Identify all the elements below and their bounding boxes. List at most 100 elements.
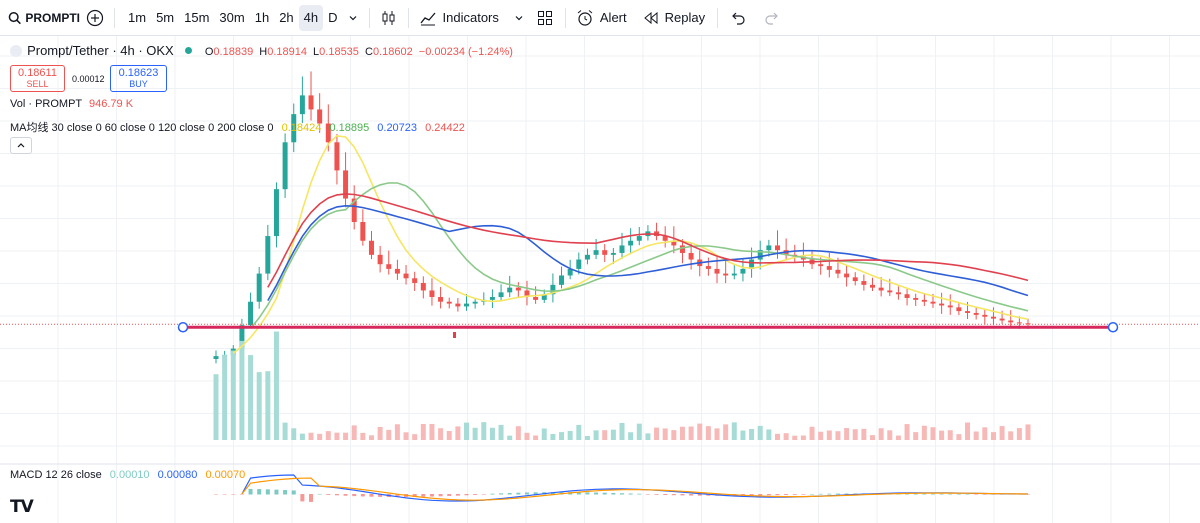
indicators-icon bbox=[420, 12, 436, 25]
volume-bar bbox=[230, 350, 236, 440]
tf-1m[interactable]: 1m bbox=[128, 10, 147, 25]
candle-body bbox=[515, 287, 521, 291]
sell-button[interactable]: 0.18611 SELL bbox=[10, 65, 65, 92]
chevron-down-icon[interactable] bbox=[347, 12, 359, 24]
tf-1h[interactable]: 1h bbox=[254, 10, 270, 25]
tf-5m[interactable]: 5m bbox=[156, 10, 175, 25]
volume-bar bbox=[723, 424, 729, 440]
replay-button[interactable]: Replay bbox=[643, 4, 705, 32]
candle-body bbox=[464, 303, 470, 307]
candle-body bbox=[826, 266, 832, 270]
undo-button[interactable] bbox=[730, 4, 746, 32]
ohlc-l-label: L bbox=[313, 46, 320, 58]
marker bbox=[453, 332, 456, 338]
search-icon bbox=[8, 11, 21, 24]
volume-bar bbox=[248, 355, 254, 440]
volume-bar bbox=[1016, 428, 1022, 440]
candle-body bbox=[887, 290, 893, 293]
candle-body bbox=[671, 240, 677, 246]
candle-body bbox=[835, 269, 841, 274]
macd-hist-bar bbox=[965, 493, 970, 495]
macd-hist-bar bbox=[922, 493, 927, 495]
price-chart[interactable] bbox=[0, 36, 1200, 523]
ma120-value: 0.20723 bbox=[377, 122, 418, 134]
macd-hist-bar bbox=[948, 493, 953, 495]
tradingview-logo[interactable]: TV bbox=[10, 497, 34, 517]
volume-bar bbox=[835, 431, 841, 440]
chart-area[interactable]: Prompt/Tether · 4h · OKX O0.18839 H0.189… bbox=[0, 36, 1200, 523]
candle-body bbox=[567, 268, 573, 276]
chevron-down-icon[interactable] bbox=[513, 12, 525, 24]
volume-bar bbox=[947, 430, 953, 440]
candle-body bbox=[248, 301, 254, 326]
tf-30m[interactable]: 30m bbox=[219, 10, 245, 25]
macd-hist-bar bbox=[231, 494, 236, 495]
volume-bar bbox=[1025, 424, 1031, 440]
redo-button[interactable] bbox=[764, 4, 780, 32]
candle-body bbox=[895, 292, 901, 295]
candle-body bbox=[472, 301, 478, 304]
candle-body bbox=[1025, 323, 1031, 325]
volume-bar bbox=[325, 431, 331, 440]
chevron-up-icon bbox=[17, 143, 25, 148]
macd-hist-bar bbox=[334, 494, 339, 496]
volume-bar bbox=[256, 372, 262, 440]
macd-hist-bar bbox=[378, 494, 383, 497]
macd-hist-bar bbox=[818, 493, 823, 495]
candle-body bbox=[489, 297, 495, 300]
macd-hist-bar bbox=[309, 494, 314, 502]
ma60-value: 0.18895 bbox=[329, 122, 370, 134]
volume-bar bbox=[774, 433, 780, 440]
macd-hist-bar bbox=[628, 493, 633, 495]
volume-bar bbox=[489, 427, 495, 440]
macd-hist-bar bbox=[473, 494, 478, 495]
timeframes: 1m 5m 15m 30m 1h 2h 4h D bbox=[123, 4, 359, 32]
symbol-title[interactable]: Prompt/Tether · 4h · OKX bbox=[27, 43, 174, 58]
tf-d[interactable]: D bbox=[328, 10, 338, 25]
volume-bar bbox=[299, 433, 305, 440]
macd-hist-bar bbox=[447, 494, 452, 496]
candle-body bbox=[360, 222, 366, 241]
volume-bar bbox=[887, 430, 893, 440]
candle-body bbox=[913, 297, 919, 300]
macd-signal-line bbox=[241, 477, 1029, 501]
chart-type-button[interactable] bbox=[380, 4, 398, 32]
redo-icon bbox=[765, 12, 778, 25]
symbol-search[interactable]: PROMPTI bbox=[0, 4, 80, 32]
ma30-value: 0.18424 bbox=[281, 122, 322, 134]
macd-hist-bar bbox=[274, 489, 279, 495]
candle-body bbox=[749, 259, 755, 269]
macd-hist-bar bbox=[930, 493, 935, 495]
volume-bar bbox=[498, 424, 504, 440]
candle-body bbox=[619, 245, 625, 253]
macd-hist-bar bbox=[464, 494, 469, 496]
tf-2h[interactable]: 2h bbox=[279, 10, 294, 25]
tf-15m[interactable]: 15m bbox=[184, 10, 210, 25]
macd-hist-bar bbox=[939, 493, 944, 495]
volume-bar bbox=[783, 433, 789, 440]
volume-bar bbox=[559, 432, 565, 440]
divider bbox=[717, 7, 719, 28]
buy-button[interactable]: 0.18623 BUY bbox=[110, 65, 167, 92]
tf-4h[interactable]: 4h bbox=[298, 4, 324, 31]
macd-hist-bar bbox=[550, 492, 555, 495]
alarm-clock-icon bbox=[577, 9, 593, 26]
ohlc-h-label: H bbox=[259, 46, 268, 58]
volume-bar bbox=[766, 429, 772, 440]
macd-hist-bar bbox=[749, 494, 754, 496]
candle-body bbox=[265, 236, 271, 274]
alert-button[interactable]: Alert bbox=[576, 4, 627, 32]
volume-bar bbox=[403, 432, 409, 440]
volume-bar bbox=[930, 427, 936, 440]
indicators-button[interactable]: Indicators bbox=[419, 4, 525, 32]
macd-hist-bar bbox=[455, 494, 460, 496]
sell-label: SELL bbox=[26, 79, 49, 89]
collapse-legend-button[interactable] bbox=[10, 137, 32, 154]
templates-button[interactable] bbox=[537, 4, 553, 32]
volume-bar bbox=[550, 433, 556, 440]
macd-hist-bar bbox=[524, 492, 529, 495]
candle-body bbox=[930, 301, 936, 304]
macd-hist-bar bbox=[369, 494, 374, 497]
candle-body bbox=[377, 254, 383, 265]
compare-button[interactable] bbox=[86, 4, 104, 32]
